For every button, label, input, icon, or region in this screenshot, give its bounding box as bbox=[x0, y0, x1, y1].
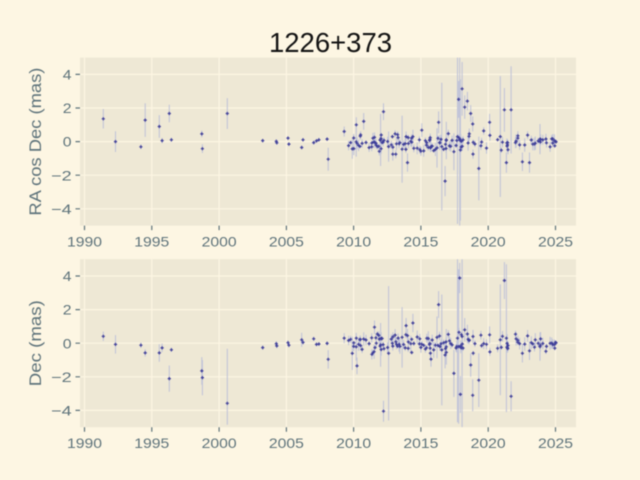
svg-text:2000: 2000 bbox=[202, 435, 237, 451]
svg-text:0: 0 bbox=[63, 134, 72, 150]
svg-text:−2: −2 bbox=[51, 167, 72, 183]
svg-text:−4: −4 bbox=[51, 403, 72, 419]
svg-text:−4: −4 bbox=[51, 201, 72, 217]
svg-text:2015: 2015 bbox=[403, 435, 438, 451]
svg-text:1995: 1995 bbox=[134, 233, 169, 249]
svg-text:Dec (mas): Dec (mas) bbox=[26, 300, 45, 386]
svg-text:4: 4 bbox=[63, 268, 72, 284]
svg-text:2025: 2025 bbox=[538, 233, 573, 249]
svg-text:−2: −2 bbox=[51, 369, 72, 385]
svg-text:0: 0 bbox=[63, 335, 72, 351]
svg-text:2025: 2025 bbox=[538, 435, 573, 451]
svg-text:RA cos Dec (mas): RA cos Dec (mas) bbox=[26, 68, 45, 216]
svg-text:2000: 2000 bbox=[202, 233, 237, 249]
svg-text:2005: 2005 bbox=[269, 435, 304, 451]
svg-text:1990: 1990 bbox=[67, 435, 102, 451]
svg-text:2: 2 bbox=[63, 100, 72, 116]
svg-text:1226+373: 1226+373 bbox=[269, 27, 392, 58]
svg-text:2005: 2005 bbox=[269, 233, 304, 249]
svg-text:2020: 2020 bbox=[471, 233, 506, 249]
svg-text:2010: 2010 bbox=[336, 233, 371, 249]
svg-text:4: 4 bbox=[63, 67, 72, 83]
svg-text:1990: 1990 bbox=[67, 233, 102, 249]
svg-text:2020: 2020 bbox=[471, 435, 506, 451]
svg-text:2010: 2010 bbox=[336, 435, 371, 451]
svg-text:2: 2 bbox=[63, 302, 72, 318]
svg-text:1995: 1995 bbox=[134, 435, 169, 451]
svg-text:2015: 2015 bbox=[403, 233, 438, 249]
